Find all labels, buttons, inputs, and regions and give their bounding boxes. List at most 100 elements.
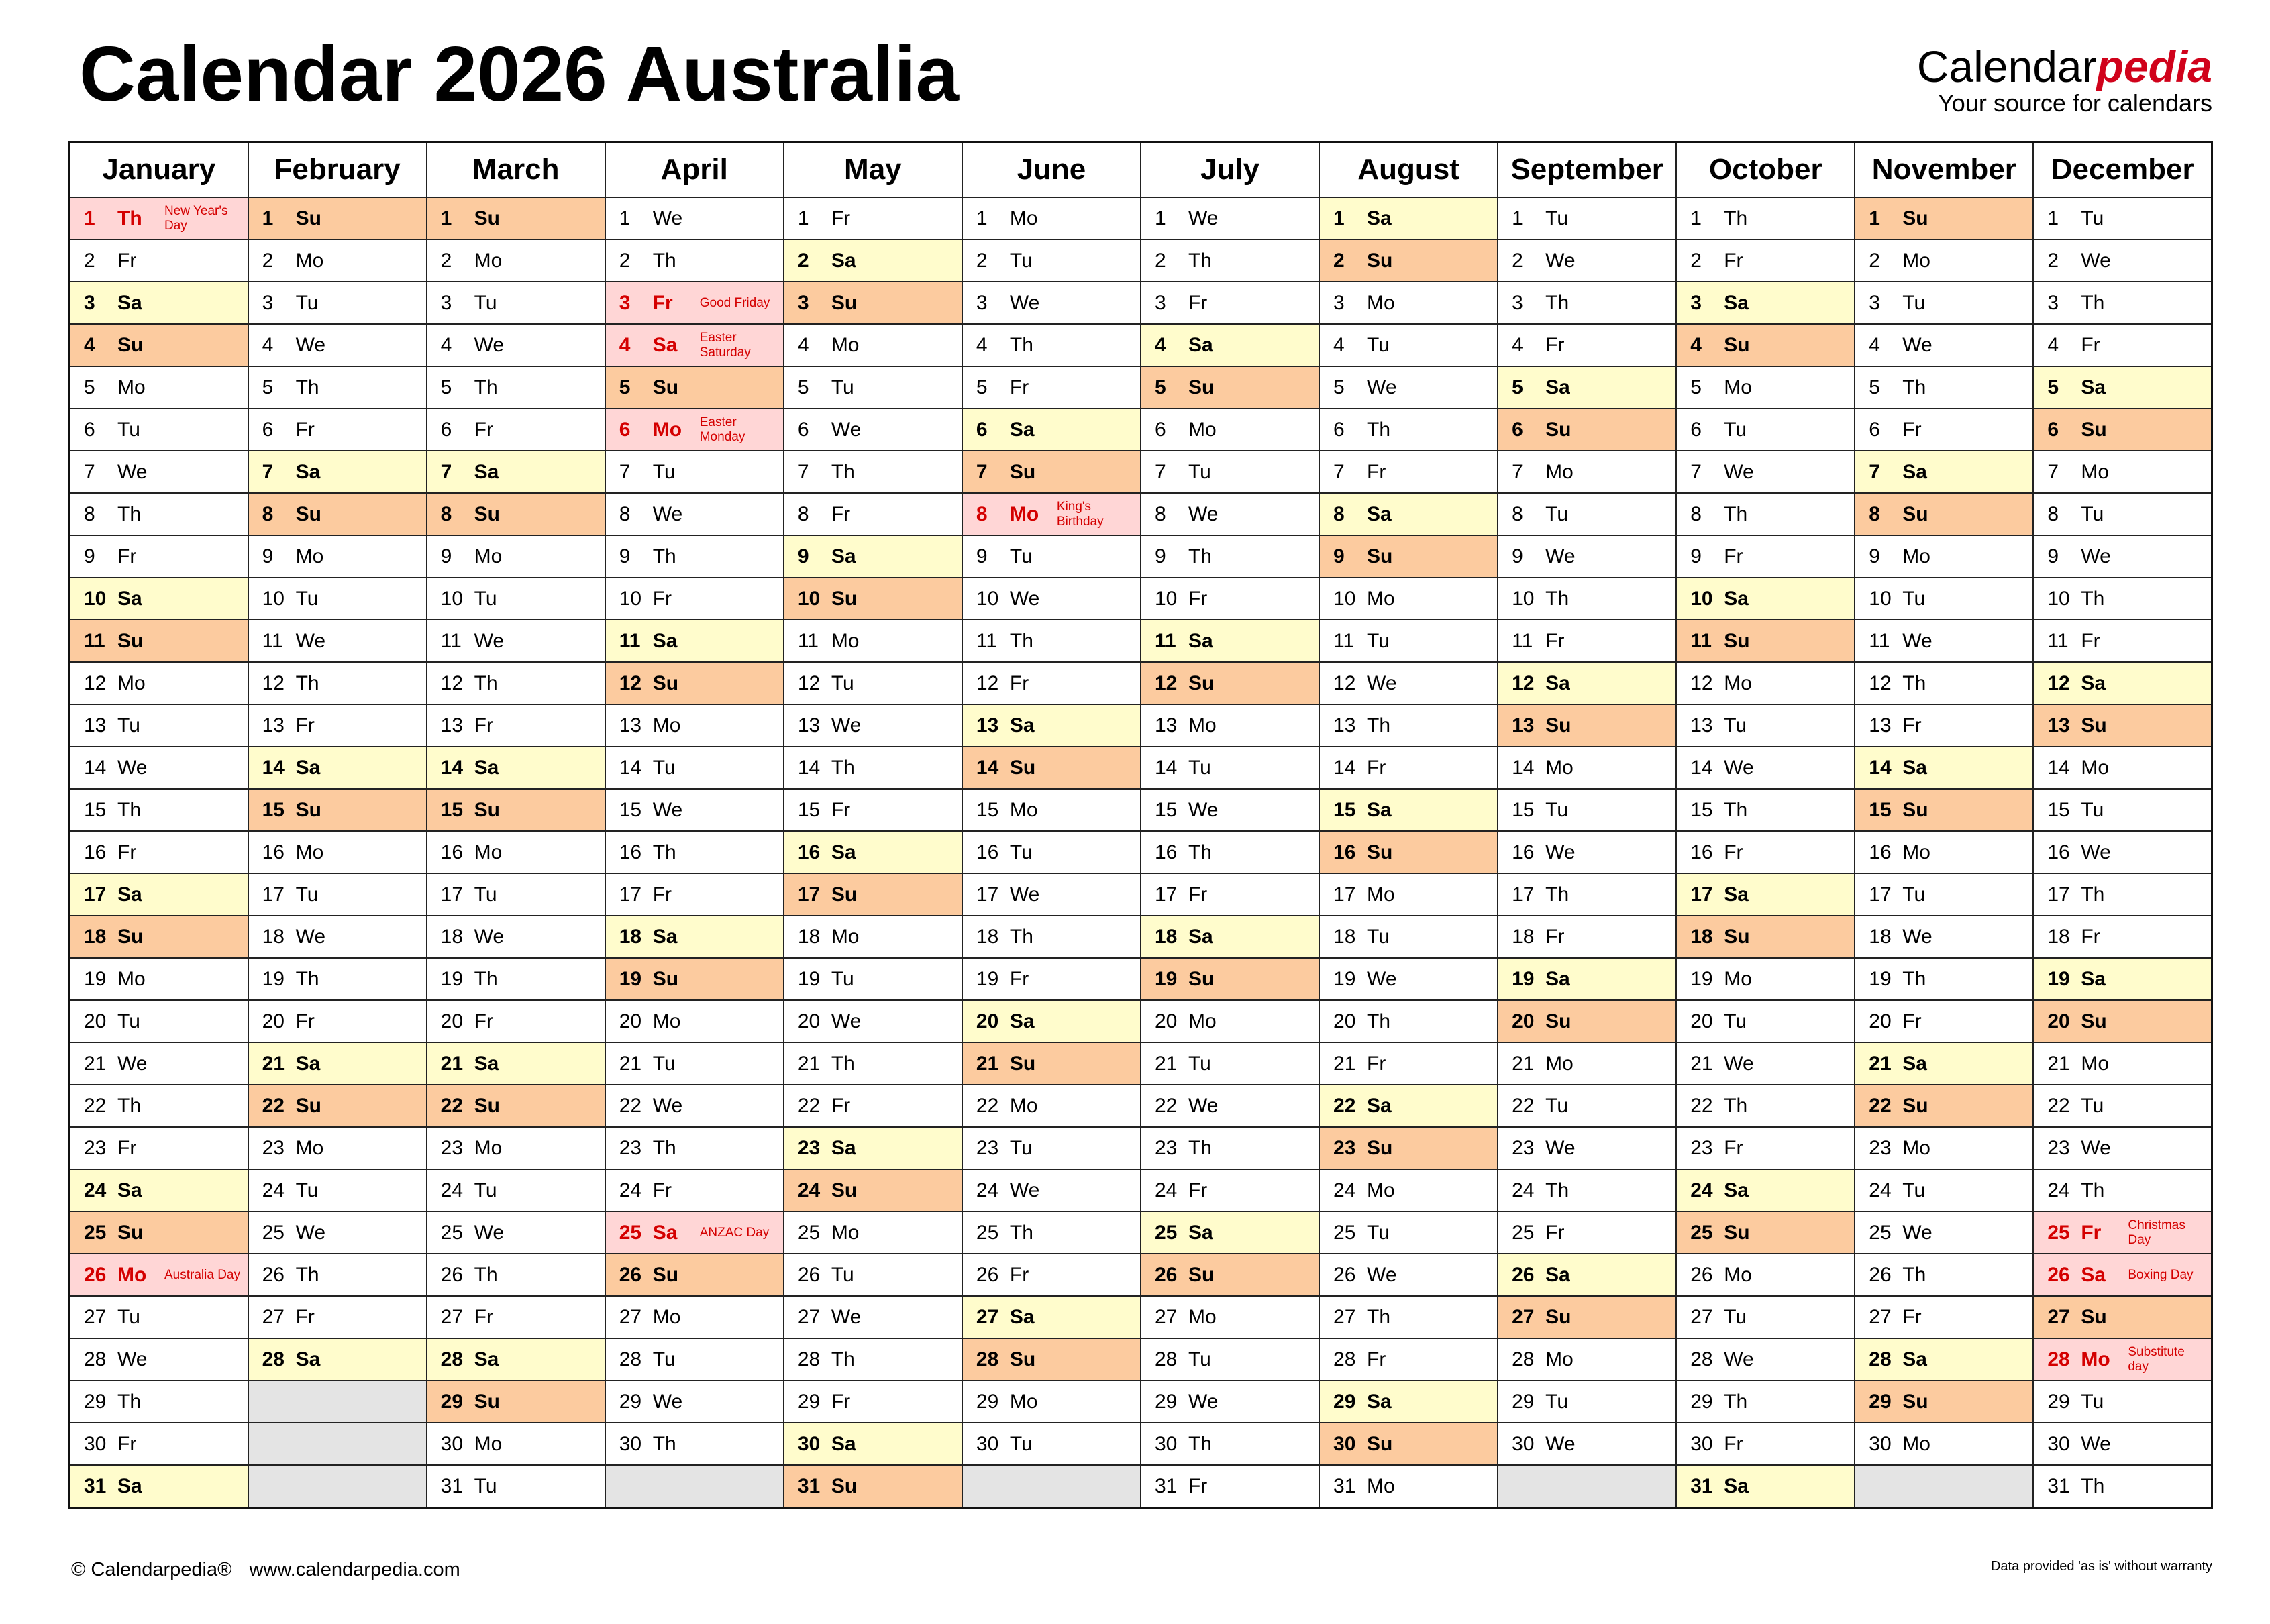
day-number: 6 [1690,418,1702,441]
day-number: 27 [976,1305,999,1328]
day: 4 Mo [798,334,961,357]
day: 22 Th [1690,1094,1853,1118]
day-number: 16 [1869,841,1892,863]
day: 14 Tu [619,757,782,779]
day-number: 22 [1690,1094,1713,1117]
day-cell: 24 Tu [425,1169,606,1212]
day: 21 We [1690,1052,1853,1075]
day: 16 We [2047,841,2210,864]
day-number: 30 [1154,1432,1178,1455]
day-cell: 11 Fr [1497,619,1678,663]
day-cell: 17 Tu [1854,873,2034,916]
weekday: Fr [295,1010,315,1032]
weekday: Th [2081,1179,2105,1201]
day-cell: 15 Mo [961,788,1141,832]
weekday: We [295,1221,326,1244]
day-number: 17 [1869,883,1892,906]
day-cell: 21 Sa [1854,1042,2034,1085]
day-cell: 5 Mo [68,366,249,409]
day-number: 19 [976,967,999,990]
weekday: Th [1724,798,1748,821]
day: 3 Sa [1690,291,1853,315]
day: 8 Su [441,503,604,526]
day-cell: 22 We [1139,1084,1321,1128]
day-number: 4 [1154,333,1166,356]
day: 6 Fr [1869,419,2032,441]
weekday: Tu [1188,1052,1211,1075]
day-number: 1 [1690,207,1702,229]
day: 31 Th [2047,1475,2210,1498]
day: 6 We [798,419,961,441]
day: 26 Tu [797,1263,961,1287]
day: 14 We [1690,757,1853,779]
weekday: Su [1902,207,1928,229]
day: 3 Th [2047,292,2210,315]
day-cell: 3 Tu [247,281,427,325]
day: 16 We [1512,841,1675,864]
day: 17 Th [1512,883,1675,906]
day-number: 26 [1333,1263,1356,1286]
day-number: 30 [1869,1432,1892,1455]
day-number: 21 [2047,1052,2070,1075]
weekday: Fr [2081,1221,2102,1244]
weekday: Th [474,376,498,398]
day: 15 Tu [1512,799,1675,822]
weekday: Fr [2081,333,2100,356]
day-number: 22 [1512,1094,1535,1117]
weekday: Fr [2081,925,2100,948]
day-cell: 16 We [2032,830,2213,874]
day-number: 5 [262,376,274,398]
day-row: 2 Fr 2 Mo 2 Mo 2 Th 2 Sa 2 Tu 2 Th 2 Su 2 We 2 Fr 2 Mo 2 We [68,239,2213,282]
day-cell: 6 Fr [1854,408,2034,451]
day: 4 Th [976,333,1139,357]
day-cell: 11 Sa [604,619,784,663]
day: 20 Sa [976,1010,1139,1033]
weekday: Su [1545,714,1571,737]
day-cell: 25 Mo [782,1211,963,1254]
weekday: We [1367,1263,1397,1286]
holiday-name: Substitute day [2128,1344,2185,1374]
weekday: Th [1009,333,1033,356]
weekday: We [1009,587,1040,610]
day: 15 Th [1690,798,1853,822]
day: 14 Mo [2047,757,2210,779]
day-cell: 2 Mo [1854,239,2034,282]
weekday: Th [831,1052,855,1075]
day-cell: 20 Su [1497,999,1678,1043]
day-number: 25 [84,1221,107,1244]
day: 28 Th [798,1348,961,1371]
day-number: 13 [976,714,999,737]
day-number: 11 [976,629,998,652]
holiday-name: Christmas Day [2128,1217,2185,1247]
weekday: Th [295,1263,319,1286]
day-number: 3 [1690,291,1702,314]
day-cell: 26 Fr [961,1253,1141,1297]
weekday: Su [1724,333,1750,356]
weekday: Su [1188,671,1215,694]
day-number: 11 [84,629,105,652]
weekday: Th [1367,1010,1391,1032]
weekday: Th [1188,1432,1212,1455]
day-number: 28 [84,1348,107,1370]
day-number: 3 [976,291,988,314]
weekday: Su [1188,376,1215,398]
day-number: 17 [440,883,464,906]
weekday: We [1724,1348,1754,1370]
weekday: Su [1902,798,1928,821]
day-number: 10 [1869,587,1892,610]
day-number: 13 [1690,714,1713,737]
weekday: Fr [831,502,851,525]
day-number: 10 [84,587,107,610]
weekday: Tu [295,587,319,610]
day-number: 16 [797,841,821,863]
day-number: 14 [1869,756,1892,779]
day: 8 Tu [2047,503,2210,526]
day-cell: 10 Tu [425,577,606,620]
day: 9 Mo [262,545,425,568]
day-cell: 8 We [604,492,784,536]
day-number: 6 [84,418,95,441]
day-number: 26 [797,1263,821,1286]
day-number: 9 [440,545,452,567]
weekday: Fr [1724,249,1743,272]
day-cell: 29 Su [1854,1380,2034,1423]
